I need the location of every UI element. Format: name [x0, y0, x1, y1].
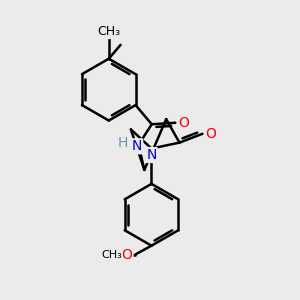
Text: N: N	[146, 148, 157, 162]
Text: N: N	[132, 139, 142, 153]
Text: O: O	[178, 116, 189, 130]
Text: CH₃: CH₃	[101, 250, 122, 260]
Text: H: H	[118, 136, 128, 150]
Text: CH₃: CH₃	[97, 25, 120, 38]
Text: O: O	[205, 127, 216, 141]
Text: O: O	[122, 248, 133, 262]
